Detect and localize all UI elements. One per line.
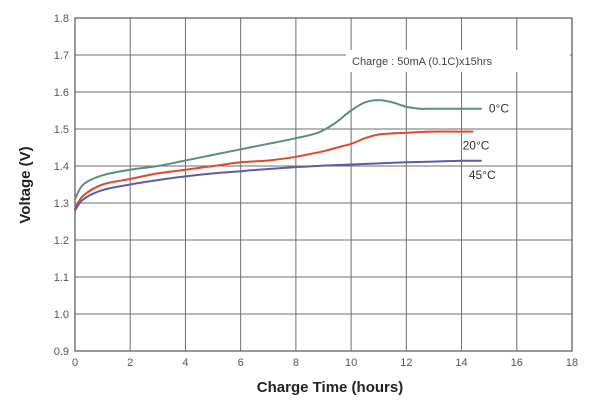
y-axis-ticks: 0.9 1.0 1.1 1.2 1.3 1.4 1.5 1.6 1.7 1.8 xyxy=(54,13,69,358)
series-label: 45°C xyxy=(469,168,496,182)
series-line-20c xyxy=(74,130,474,210)
x-tick-label: 6 xyxy=(238,357,244,369)
series-labels: 0°C 20°C 45°C xyxy=(463,102,510,182)
y-tick-label: 1.1 xyxy=(54,272,69,284)
x-tick-label: 14 xyxy=(455,357,467,369)
series-line-0c xyxy=(74,99,482,201)
y-tick-label: 0.9 xyxy=(54,346,69,358)
plot-frame xyxy=(74,17,573,352)
x-tick-label: 18 xyxy=(566,357,578,369)
y-tick-label: 1.8 xyxy=(54,13,69,25)
x-tick-label: 2 xyxy=(127,357,133,369)
y-tick-label: 1.7 xyxy=(54,50,69,62)
x-tick-label: 0 xyxy=(72,357,78,369)
y-tick-label: 1.2 xyxy=(54,235,69,247)
x-axis-title: Charge Time (hours) xyxy=(257,379,403,396)
x-tick-label: 8 xyxy=(293,357,299,369)
y-tick-label: 1.0 xyxy=(54,309,69,321)
x-axis-ticks: 0 2 4 6 8 10 12 14 16 18 xyxy=(72,357,578,369)
annotation-box xyxy=(346,50,570,72)
y-tick-label: 1.5 xyxy=(54,124,69,136)
series-label: 0°C xyxy=(489,102,509,116)
x-tick-label: 16 xyxy=(511,357,523,369)
y-axis-title: Voltage (V) xyxy=(17,146,34,223)
y-tick-label: 1.3 xyxy=(54,198,69,210)
y-tick-label: 1.4 xyxy=(54,161,69,173)
series-label: 20°C xyxy=(463,139,490,153)
series-lines xyxy=(74,99,482,212)
x-tick-label: 12 xyxy=(400,357,412,369)
series-line-45c xyxy=(74,159,482,212)
y-tick-label: 1.6 xyxy=(54,87,69,99)
charge-annotation: Charge : 50mA (0.1C)x15hrs xyxy=(352,56,493,68)
x-tick-label: 4 xyxy=(182,357,188,369)
x-tick-label: 10 xyxy=(345,357,357,369)
